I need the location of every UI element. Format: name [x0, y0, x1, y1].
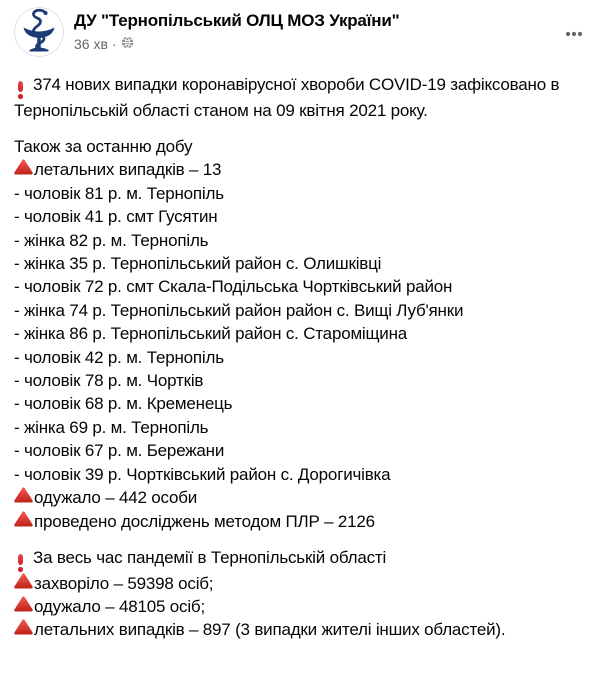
more-options-button[interactable] [558, 24, 590, 48]
post-line-text: - чоловік 81 р. м. Тернопіль [14, 183, 224, 203]
post-line: одужало – 48105 осіб; [14, 595, 592, 618]
red-triangle-icon [14, 596, 33, 612]
post-body: 374 нових випадки коронавірусної хвороби… [0, 61, 606, 656]
facebook-post-card: ДУ "Тернопільський ОЛЦ МОЗ України" 36 х… [0, 0, 606, 656]
post-line-text: - чоловік 41 р. смт Гусятин [14, 207, 218, 227]
post-line: - чоловік 72 р. смт Скала-Подільська Чор… [14, 275, 592, 298]
post-meta: 36 хв · [74, 34, 399, 54]
post-line: - чоловік 39 р. Чортківський район с. До… [14, 463, 592, 486]
post-line: одужало – 442 особи [14, 486, 592, 509]
post-line: - чоловік 68 р. м. Кременець [14, 392, 592, 415]
post-line: - жінка 69 р. м. Тернопіль [14, 416, 592, 439]
post-line-text: - жінка 86 р. Тернопільський район с. Ст… [14, 324, 408, 344]
post-paragraph: За весь час пандемії в Тернопільській об… [14, 546, 592, 642]
post-line-text: - жінка 82 р. м. Тернопіль [14, 230, 209, 250]
red-triangle-icon [14, 510, 33, 527]
post-line: - чоловік 67 р. м. Бережани [14, 439, 592, 462]
post-line-text: летальних випадків – 897 (3 випадки жите… [34, 620, 506, 640]
post-line-text: одужало – 48105 осіб; [34, 596, 205, 616]
post-line-text: Також за останню добу [14, 137, 193, 156]
red-exclamation-icon [14, 81, 27, 99]
post-line-text: 374 нових випадки коронавірусної хвороби… [14, 75, 560, 120]
timestamp[interactable]: 36 хв [74, 35, 108, 52]
header-text: ДУ "Тернопільський ОЛЦ МОЗ України" 36 х… [74, 7, 400, 54]
red-triangle-icon [14, 487, 33, 503]
bowl-of-hygieia-logo [14, 7, 64, 57]
post-line: - жінка 35 р. Тернопільський район с. Ол… [14, 252, 592, 275]
post-line: проведено досліджень методом ПЛР – 2126 [14, 510, 592, 533]
post-line-text: одужало – 442 особи [34, 488, 198, 508]
post-line: летальних випадків – 897 (3 випадки жите… [14, 618, 592, 641]
post-line: - жінка 86 р. Тернопільський район с. Ст… [14, 322, 592, 345]
post-line-text: За весь час пандемії в Тернопільській об… [33, 547, 387, 567]
post-line-text: захворіло – 59398 осіб; [34, 573, 214, 593]
post-paragraph: Також за останню добу летальних випадків … [14, 135, 592, 533]
post-line-text: - чоловік 39 р. Чортківський район с. До… [14, 464, 391, 484]
red-exclamation-icon [14, 553, 27, 572]
red-triangle-icon [14, 572, 33, 589]
globe-icon [121, 35, 134, 54]
post-line: Також за останню добу [14, 135, 592, 158]
red-triangle-icon [14, 159, 33, 175]
post-line: захворіло – 59398 осіб; [14, 572, 592, 595]
post-line: - чоловік 41 р. смт Гусятин [14, 205, 592, 228]
post-line-text: - жінка 74 р. Тернопільський район район… [14, 300, 464, 320]
post-line: - чоловік 81 р. м. Тернопіль [14, 182, 592, 205]
post-line: 374 нових випадки коронавірусної хвороби… [14, 73, 592, 122]
post-line-text: проведено досліджень методом ПЛР – 2126 [34, 511, 375, 531]
post-line-text: - чоловік 78 р. м. Чортків [14, 371, 204, 391]
post-line-text: - чоловік 68 р. м. Кременець [14, 394, 233, 414]
post-line: - жінка 82 р. м. Тернопіль [14, 229, 592, 252]
post-line: - жінка 74 р. Тернопільський район район… [14, 299, 592, 322]
post-line-text: - чоловік 72 р. смт Скала-Подільська Чор… [14, 277, 453, 297]
meta-separator: · [111, 35, 117, 52]
red-triangle-icon [14, 619, 33, 635]
post-line-text: - чоловік 67 р. м. Бережани [14, 441, 225, 461]
avatar[interactable] [14, 7, 64, 57]
post-line-text: - жінка 69 р. м. Тернопіль [14, 417, 209, 437]
post-line: - чоловік 42 р. м. Тернопіль [14, 346, 592, 369]
post-line: За весь час пандемії в Тернопільській об… [14, 546, 592, 572]
post-paragraph: 374 нових випадки коронавірусної хвороби… [14, 73, 592, 122]
post-line-text: - жінка 35 р. Тернопільський район с. Ол… [14, 254, 382, 274]
post-line: - чоловік 78 р. м. Чортків [14, 369, 592, 392]
post-line-text: - чоловік 42 р. м. Тернопіль [14, 347, 224, 367]
post-line: летальних випадків – 13 [14, 158, 592, 181]
post-header: ДУ "Тернопільський ОЛЦ МОЗ України" 36 х… [0, 0, 606, 61]
post-line-text: летальних випадків – 13 [34, 160, 222, 180]
three-dots-icon [563, 23, 585, 50]
page-name-link[interactable]: ДУ "Тернопільський ОЛЦ МОЗ України" [74, 11, 400, 30]
